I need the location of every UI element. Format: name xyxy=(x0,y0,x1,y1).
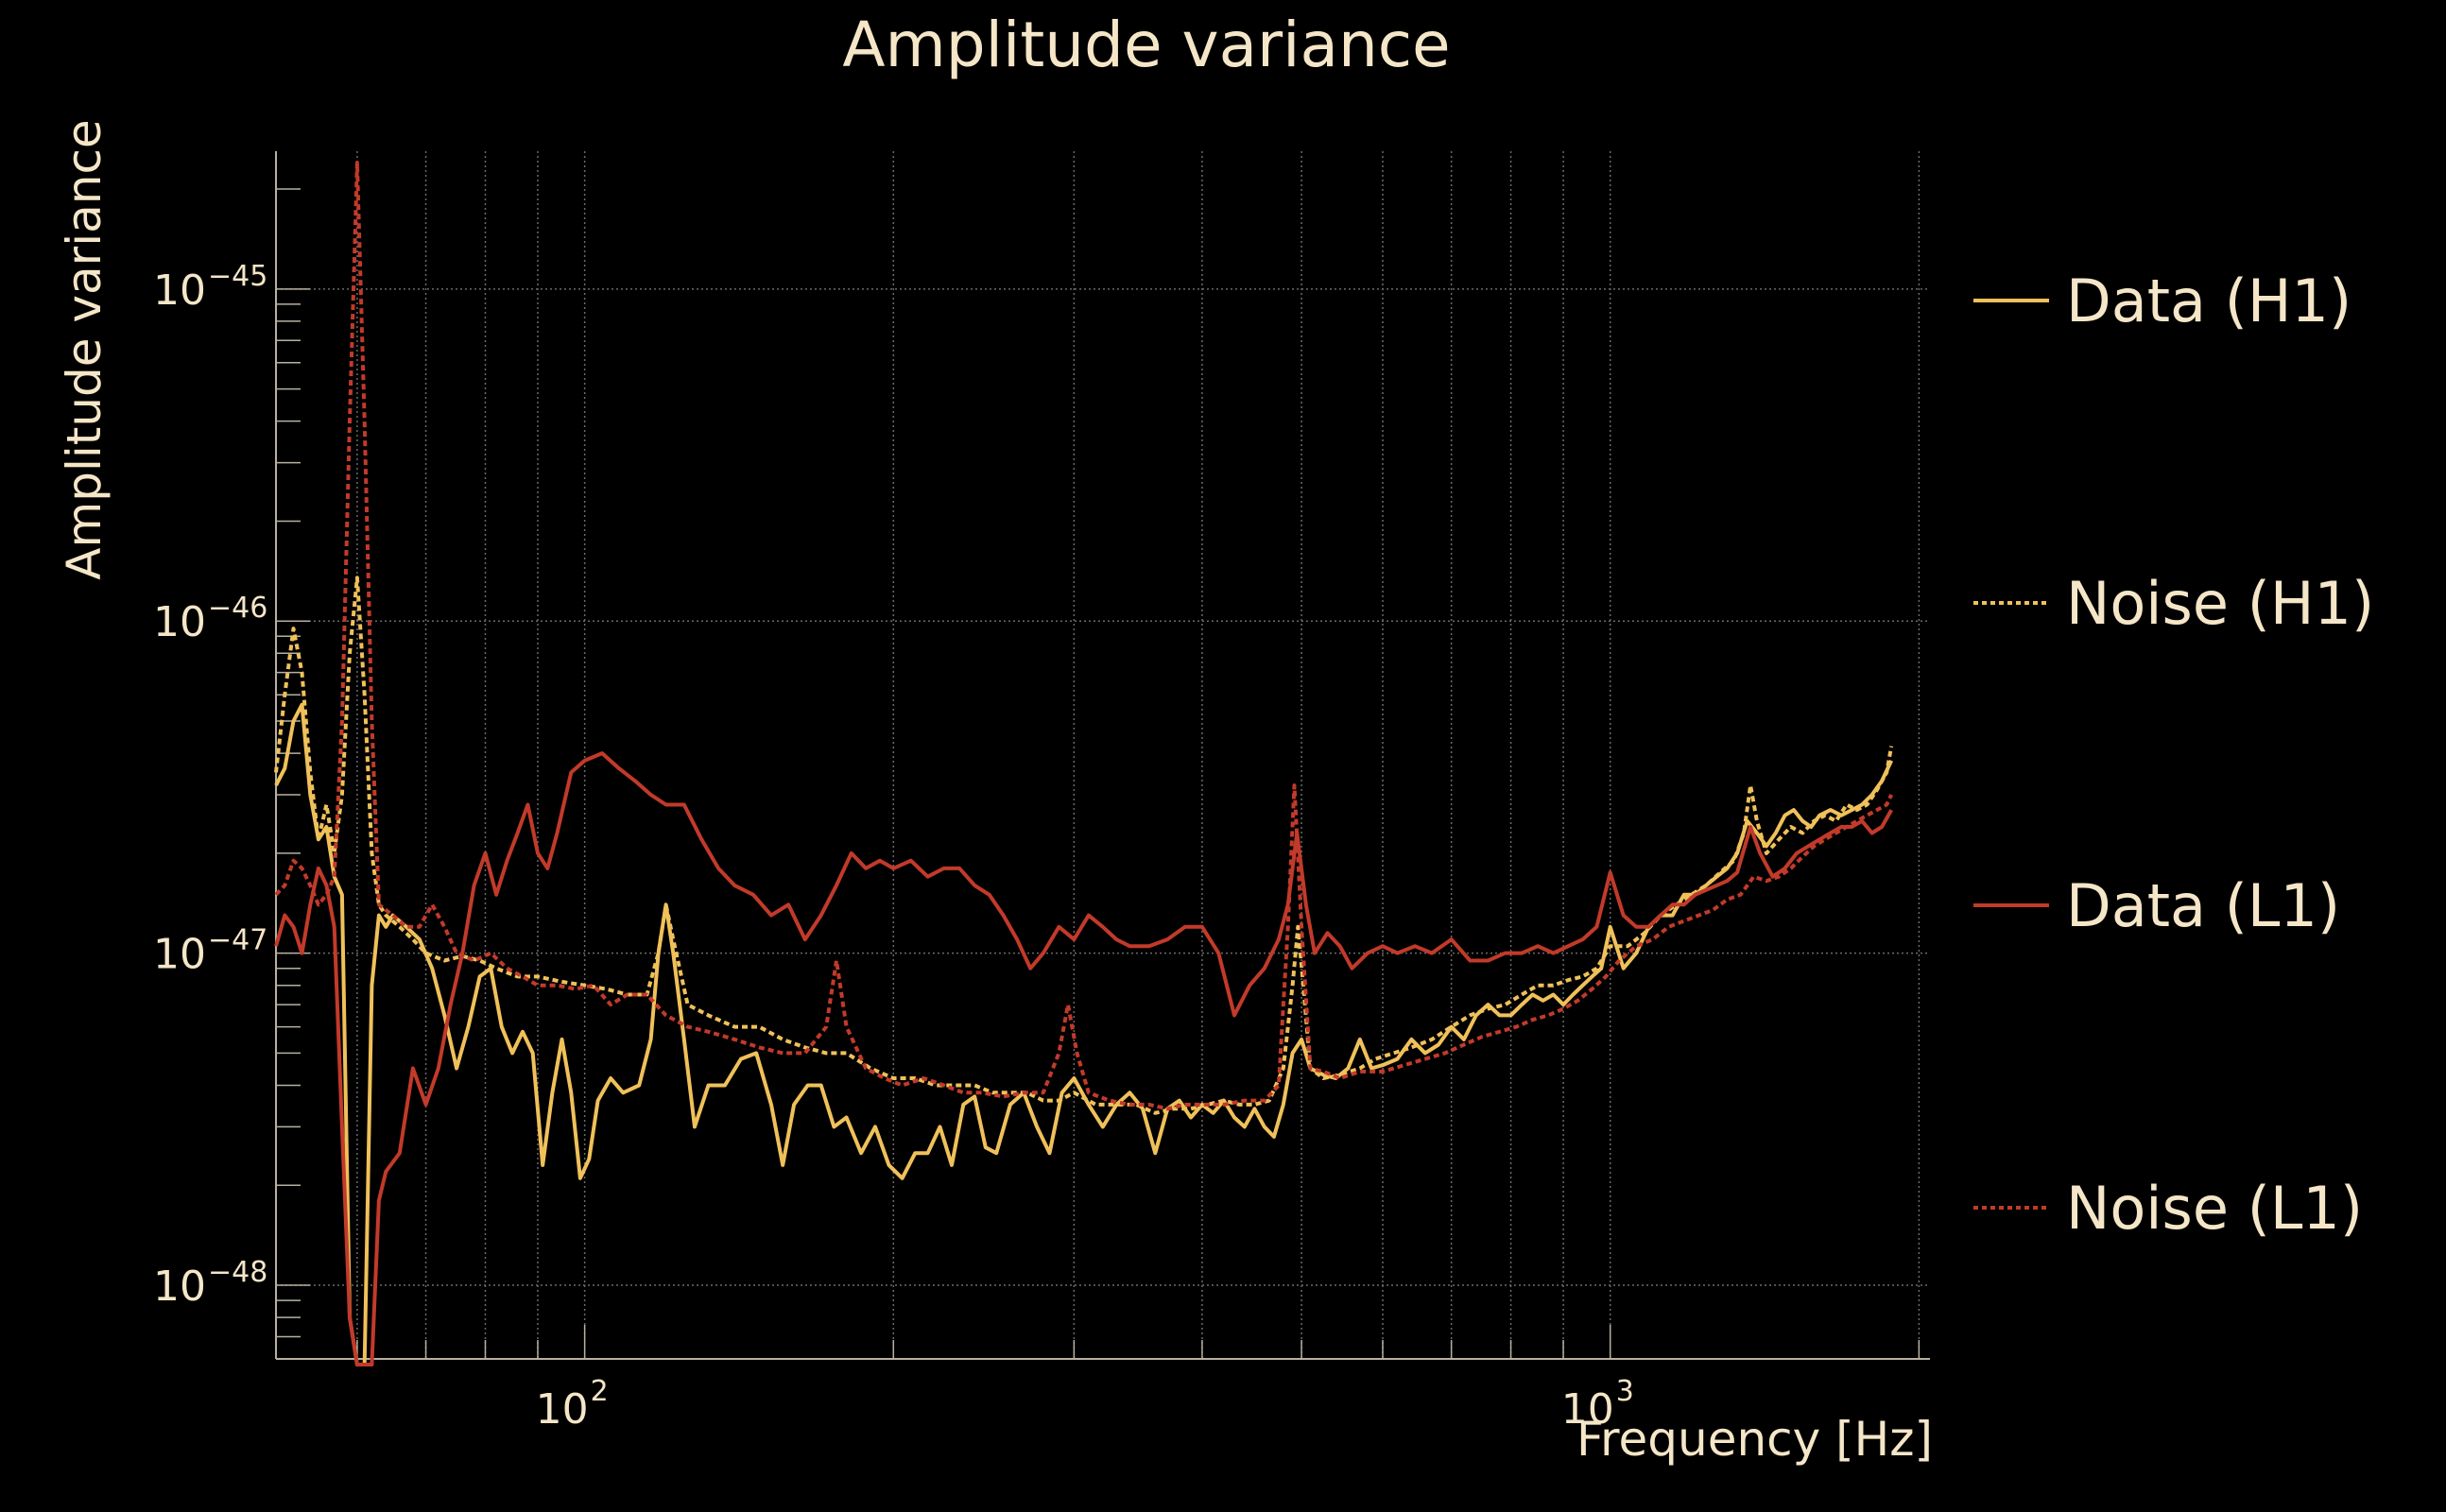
y-tick-base: 10 xyxy=(153,931,206,979)
legend-label: Noise (H1) xyxy=(2066,569,2374,638)
y-tick-label: 10 −47 xyxy=(153,924,267,979)
x-tick-base: 10 xyxy=(1561,1385,1614,1434)
y-tick-exponent: −48 xyxy=(208,1256,267,1289)
x-axis-label: Frequency [Hz] xyxy=(1576,1412,1933,1467)
y-tick-label: 10 −45 xyxy=(153,260,267,315)
y-tick-base: 10 xyxy=(153,266,206,315)
series-data-l1 xyxy=(274,751,1893,1366)
y-tick-exponent: −45 xyxy=(208,260,267,293)
series-data-h1 xyxy=(274,702,1894,1366)
y-tick-label: 10 −48 xyxy=(153,1256,267,1311)
legend-label: Noise (L1) xyxy=(2066,1174,2363,1243)
x-tick-label: 10 2 xyxy=(536,1375,609,1434)
y-tick-label: 10 −46 xyxy=(153,592,267,646)
x-tick-label: 10 3 xyxy=(1561,1375,1634,1434)
legend-item: Noise (L1) xyxy=(1973,1174,2363,1243)
y-axis-label: Amplitude variance xyxy=(57,119,112,579)
y-tick-base: 10 xyxy=(153,1263,206,1311)
legend-label: Data (H1) xyxy=(2066,266,2351,335)
y-tick-exponent: −46 xyxy=(208,592,267,625)
series-noise-h1 xyxy=(274,576,1894,1115)
chart-title: Amplitude variance xyxy=(842,9,1450,81)
x-tick-base: 10 xyxy=(536,1385,589,1434)
series-noise-l1 xyxy=(274,161,1894,1111)
x-tick-exponent: 3 xyxy=(1616,1375,1634,1408)
legend-item: Noise (H1) xyxy=(1973,569,2374,638)
legend: Data (H1) Noise (H1) Data (L1) Noise (L1) xyxy=(1973,266,2374,1243)
legend-item: Data (H1) xyxy=(1973,266,2351,335)
x-tick-exponent: 2 xyxy=(591,1375,609,1408)
y-tick-base: 10 xyxy=(153,598,206,646)
series-lines xyxy=(274,161,1894,1366)
legend-label: Data (L1) xyxy=(2066,871,2340,940)
legend-item: Data (L1) xyxy=(1973,871,2340,940)
y-tick-exponent: −47 xyxy=(208,924,267,957)
